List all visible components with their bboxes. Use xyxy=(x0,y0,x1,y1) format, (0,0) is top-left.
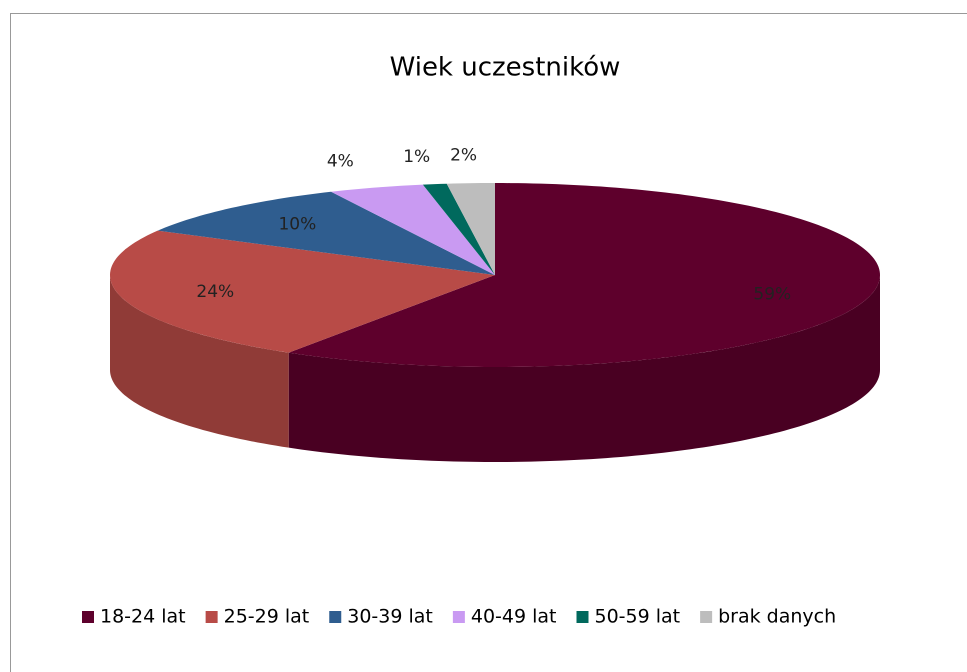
legend-label: 25-29 lat xyxy=(224,606,310,628)
data-label: 4% xyxy=(327,151,354,171)
legend-swatch xyxy=(700,611,713,623)
legend-swatch xyxy=(452,611,465,623)
slice xyxy=(288,183,880,367)
legend-swatch xyxy=(205,611,218,623)
slice xyxy=(422,183,495,275)
data-label: 2% xyxy=(450,146,477,166)
legend-swatch xyxy=(576,611,589,623)
legend-label: brak danych xyxy=(718,606,836,628)
slice-side xyxy=(110,275,289,448)
legend-label: 18-24 lat xyxy=(100,606,186,628)
legend-swatch xyxy=(82,611,94,623)
data-label: 59% xyxy=(753,284,791,304)
slice xyxy=(331,184,495,275)
legend-swatch xyxy=(329,611,342,623)
legend-label: 50-59 lat xyxy=(595,606,681,628)
slice xyxy=(446,183,495,275)
slice xyxy=(157,191,495,275)
chart-title: Wiek uczestników xyxy=(390,53,621,83)
legend-label: 30-39 lat xyxy=(347,606,433,628)
legend-label: 40-49 lat xyxy=(471,606,557,628)
slice xyxy=(110,230,495,353)
data-label: 24% xyxy=(196,282,234,302)
data-label: 10% xyxy=(278,215,316,235)
data-label: 1% xyxy=(403,147,430,167)
slice-side xyxy=(288,275,881,462)
